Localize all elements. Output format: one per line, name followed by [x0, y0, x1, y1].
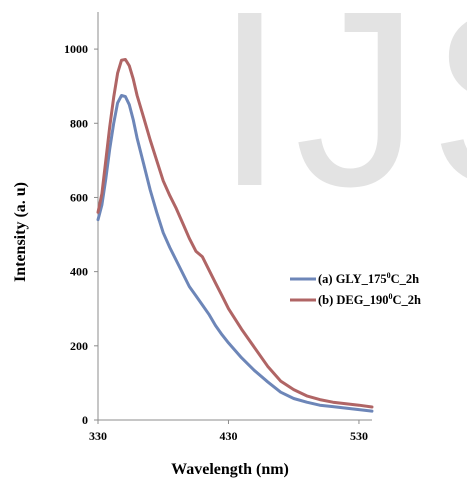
y-tick-group: 0 200 400 600 800 1000	[64, 42, 98, 427]
y-axis-title: Intensity (a. u)	[12, 182, 29, 282]
legend-label: (a) GLY_1750C_2h	[318, 271, 419, 286]
x-tick-group: 330 430 530	[89, 420, 368, 443]
axes	[97, 12, 372, 421]
y-tick-label: 1000	[64, 42, 88, 56]
y-tick-label: 0	[82, 413, 88, 427]
series-line-gly	[96, 94, 374, 413]
x-tick-label: 430	[219, 429, 237, 443]
x-tick-label: 330	[89, 429, 107, 443]
series-group	[96, 58, 374, 413]
x-tick-label: 530	[350, 429, 368, 443]
y-tick-label: 200	[70, 339, 88, 353]
x-axis-title: Wavelength (nm)	[171, 461, 289, 478]
watermark-logo: IJS	[215, 0, 467, 190]
series-line-deg	[96, 58, 374, 409]
y-tick-label: 600	[70, 190, 88, 204]
legend: (a) GLY_1750C_2h (b) DEG_1900C_2h	[290, 271, 421, 307]
y-tick-label: 400	[70, 265, 88, 279]
watermark-text: IJS	[215, 0, 467, 190]
y-tick-label: 800	[70, 116, 88, 130]
legend-label: (b) DEG_1900C_2h	[318, 292, 421, 307]
